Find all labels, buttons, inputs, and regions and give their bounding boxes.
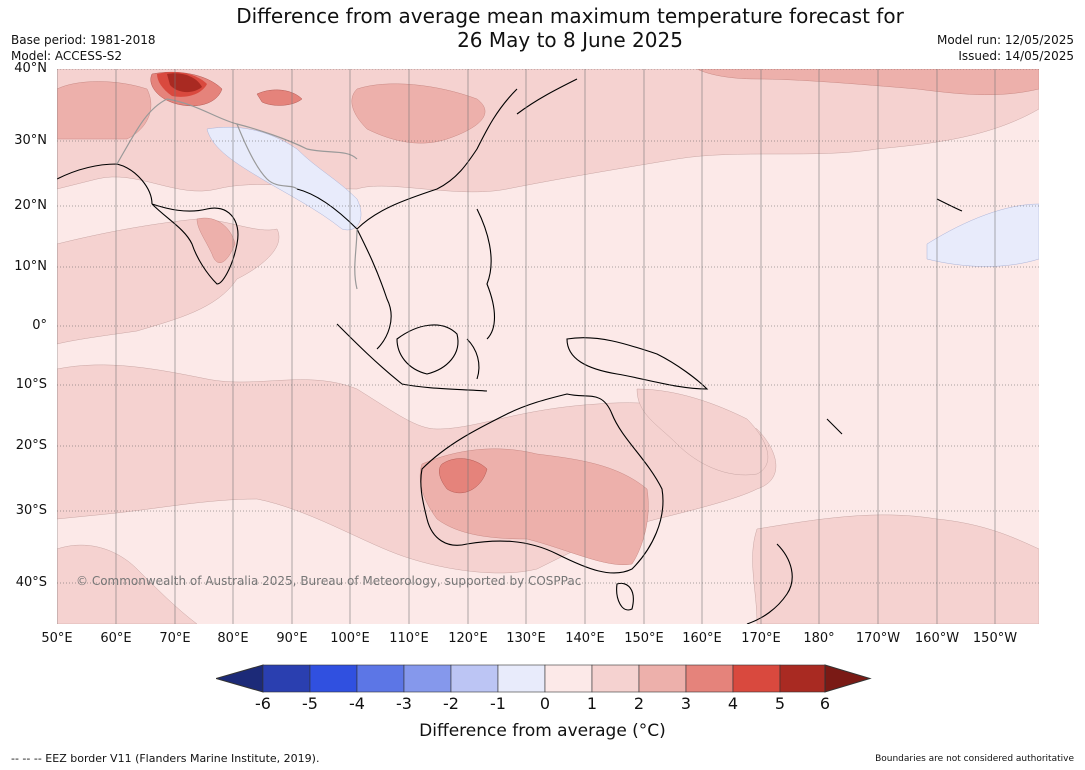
colorbar-label: Difference from average (°C) [419,721,666,741]
colorbar-swatch-above-6 [824,664,872,693]
lon-label-130e: 130°E [506,631,546,646]
title-line-1: Difference from average mean maximum tem… [236,4,904,28]
lon-label-60e: 60°E [100,631,132,646]
colorbar-tick-0: 0 [539,694,551,713]
lon-label-90e: 90°E [276,631,308,646]
lon-label-150w: 150°W [972,631,1018,646]
colorbar-swatch-n5-n4 [309,664,358,693]
colorbar-swatch-1-2 [591,664,640,693]
lat-label-30s: 30°S [15,503,47,518]
lon-label-150e: 150°E [624,631,664,646]
colorbar-swatch-3-4 [685,664,734,693]
colorbar-tick-n2: -2 [443,694,459,713]
lat-label-40s: 40°S [15,575,47,590]
country-borders [116,98,358,290]
lon-label-50e: 50°E [41,631,73,646]
base-period: Base period: 1981-2018 [11,33,156,47]
colorbar-swatch-n6-n5 [262,664,311,693]
colorbar [216,664,872,693]
boundaries-disclaimer: Boundaries are not considered authoritat… [875,754,1074,764]
lon-label-170e: 170°E [741,631,781,646]
lon-label-70e: 70°E [159,631,191,646]
lat-label-0: 0° [32,318,47,333]
colorbar-swatch-n2-n1 [450,664,499,693]
lon-label-100e: 100°E [330,631,370,646]
anomaly-map [57,69,1039,624]
colorbar-tick-n4: -4 [349,694,365,713]
lat-label-30n: 30°N [14,133,47,148]
colorbar-tick-n6: -6 [255,694,271,713]
lat-label-40n: 40°N [14,61,47,76]
colorbar-tick-n1: -1 [490,694,506,713]
colorbar-swatch-5-6 [779,664,826,693]
anomaly-band-5-6 [167,73,202,93]
eez-footnote: -- -- -- EEZ border V11 (Flanders Marine… [11,752,320,765]
colorbar-tick-5: 5 [774,694,786,713]
colorbar-tick-4: 4 [727,694,739,713]
colorbar-swatch-0-1 [544,664,593,693]
colorbar-tick-1: 1 [586,694,598,713]
meta-right: Model run: 12/05/2025 Issued: 14/05/2025 [937,32,1074,64]
lon-label-160e: 160°E [682,631,722,646]
colorbar-tick-6: 6 [819,694,831,713]
lon-label-160w: 160°W [914,631,960,646]
map-title: Difference from average mean maximum tem… [0,4,1085,52]
lon-label-170w: 170°W [855,631,901,646]
lat-label-20n: 20°N [14,198,47,213]
colorbar-swatch-4-5 [732,664,781,693]
colorbar-tick-n5: -5 [302,694,318,713]
copyright-text: © Commonwealth of Australia 2025, Bureau… [76,574,582,588]
lon-label-140e: 140°E [565,631,605,646]
lat-label-10s: 10°S [15,377,47,392]
colorbar-tick-2: 2 [633,694,645,713]
gridlines-lon [57,69,996,624]
anomaly-band-negative [206,126,1039,267]
colorbar-swatch-n3-n2 [403,664,452,693]
colorbar-tick-n3: -3 [396,694,412,713]
model-run: Model run: 12/05/2025 [936,33,1074,47]
model-name: Model: ACCESS-S2 [11,49,123,63]
meta-left: Base period: 1981-2018 Model: ACCESS-S2 [11,32,156,64]
issued-date: Issued: 14/05/2025 [958,49,1074,63]
colorbar-swatch-below-6 [216,664,264,693]
lat-label-20s: 20°S [15,438,47,453]
lon-label-110e: 110°E [389,631,429,646]
colorbar-swatch-2-3 [638,664,687,693]
lon-label-120e: 120°E [448,631,488,646]
colorbar-swatch-n4-n3 [356,664,405,693]
lon-label-80e: 80°E [217,631,249,646]
title-line-2: 26 May to 8 June 2025 [457,28,683,52]
colorbar-swatch-n1-0 [497,664,546,693]
colorbar-tick-3: 3 [680,694,692,713]
lat-label-10n: 10°N [14,259,47,274]
lon-label-180: 180° [803,631,835,646]
